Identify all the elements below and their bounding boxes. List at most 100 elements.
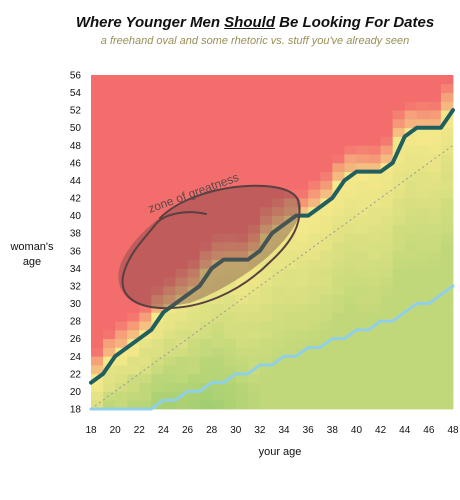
heatmap-cell (199, 145, 213, 155)
heatmap-cell (127, 285, 140, 296)
heatmap-cell (151, 277, 164, 287)
heatmap-cell (344, 101, 357, 111)
heatmap-cell (380, 338, 394, 348)
heatmap-cell (296, 206, 309, 217)
heatmap-cell (380, 382, 394, 392)
heatmap-cell (91, 145, 104, 155)
heatmap-cell (440, 136, 454, 146)
heatmap-cell (308, 215, 321, 225)
heatmap-cell (259, 268, 273, 278)
heatmap-cell (115, 154, 128, 164)
heatmap-cell (235, 215, 249, 225)
heatmap-cell (175, 83, 188, 93)
heatmap-cell (284, 180, 297, 190)
heatmap-cell (272, 285, 285, 296)
heatmap-cell (259, 233, 273, 243)
heatmap-cell (416, 154, 430, 164)
heatmap-cell (211, 268, 225, 278)
heatmap-cell (211, 224, 225, 234)
heatmap-cell (428, 162, 442, 173)
heatmap-cell (235, 321, 249, 331)
heatmap-cell (151, 312, 164, 322)
heatmap-cell (308, 224, 321, 234)
heatmap-cell (344, 92, 357, 102)
heatmap-cell (91, 233, 104, 243)
heatmap-cell (163, 259, 176, 269)
heatmap-cell (199, 215, 213, 225)
heatmap-cell (380, 136, 394, 146)
heatmap-cell (380, 242, 394, 252)
heatmap-cell (175, 312, 188, 322)
heatmap-cell (91, 162, 104, 173)
heatmap-cell (247, 101, 261, 111)
heatmap-cell (139, 391, 152, 401)
heatmap-cell (127, 224, 140, 234)
heatmap-cell (175, 171, 188, 181)
heatmap-cell (187, 189, 200, 199)
heatmap-cell (235, 268, 249, 278)
heatmap-cell (404, 110, 418, 120)
heatmap-cell (247, 118, 261, 129)
heatmap-cell (296, 189, 309, 199)
heatmap-cell (115, 118, 128, 129)
heatmap-cell (91, 259, 104, 269)
heatmap-cell (356, 75, 369, 85)
heatmap-cell (428, 198, 442, 208)
heatmap-cell (344, 303, 357, 313)
heatmap-cell (139, 215, 152, 225)
heatmap-cell (139, 171, 152, 181)
heatmap-cell (199, 75, 213, 85)
heatmap-cell (356, 259, 369, 269)
heatmap-cell (332, 101, 345, 111)
heatmap-cell (247, 215, 261, 225)
heatmap-cell (356, 373, 369, 384)
heatmap-cell (344, 356, 357, 366)
heatmap-cell (428, 118, 442, 129)
heatmap-cell (91, 171, 104, 181)
heatmap-cell (211, 171, 225, 181)
heatmap-cell (404, 268, 418, 278)
heatmap-cell (296, 329, 309, 340)
heatmap-cell (139, 382, 152, 392)
heatmap-cell (259, 162, 273, 173)
heatmap-cell (320, 259, 333, 269)
heatmap-cell (199, 92, 213, 102)
heatmap-cell (308, 285, 321, 296)
heatmap-cell (356, 242, 369, 252)
heatmap-cell (428, 189, 442, 199)
heatmap-cell (91, 127, 104, 137)
chart-title: Where Younger Men Should Be Looking For … (60, 14, 450, 31)
heatmap-cell (356, 233, 369, 243)
heatmap-cell (127, 198, 140, 208)
heatmap-cell (368, 250, 381, 260)
heatmap-cell (392, 215, 406, 225)
heatmap-cell (247, 145, 261, 155)
heatmap-cell (284, 312, 297, 322)
heatmap-cell (272, 312, 285, 322)
title-part-2: Be Looking For Dates (275, 14, 435, 31)
heatmap-cell (139, 145, 152, 155)
heatmap-cell (91, 136, 104, 146)
heatmap-cell (127, 127, 140, 137)
heatmap-cell (272, 321, 285, 331)
heatmap-cell (223, 101, 237, 111)
heatmap-cell (404, 75, 418, 85)
heatmap-cell (235, 180, 249, 190)
heatmap-cell (151, 118, 164, 129)
heatmap-cell (247, 189, 261, 199)
heatmap-cell (175, 329, 188, 340)
heatmap-cell (259, 145, 273, 155)
heatmap-cell (284, 294, 297, 304)
heatmap-cell (163, 110, 176, 120)
heatmap-cell (223, 242, 237, 252)
heatmap-cell (380, 145, 394, 155)
heatmap-cell (247, 171, 261, 181)
x-tick-label: 38 (327, 425, 339, 436)
heatmap-cell (91, 391, 104, 401)
heatmap-cell (272, 118, 285, 129)
heatmap-cell (175, 224, 188, 234)
heatmap-cell (296, 277, 309, 287)
heatmap-cell (259, 373, 273, 384)
heatmap-cell (103, 242, 116, 252)
heatmap-cell (296, 391, 309, 401)
